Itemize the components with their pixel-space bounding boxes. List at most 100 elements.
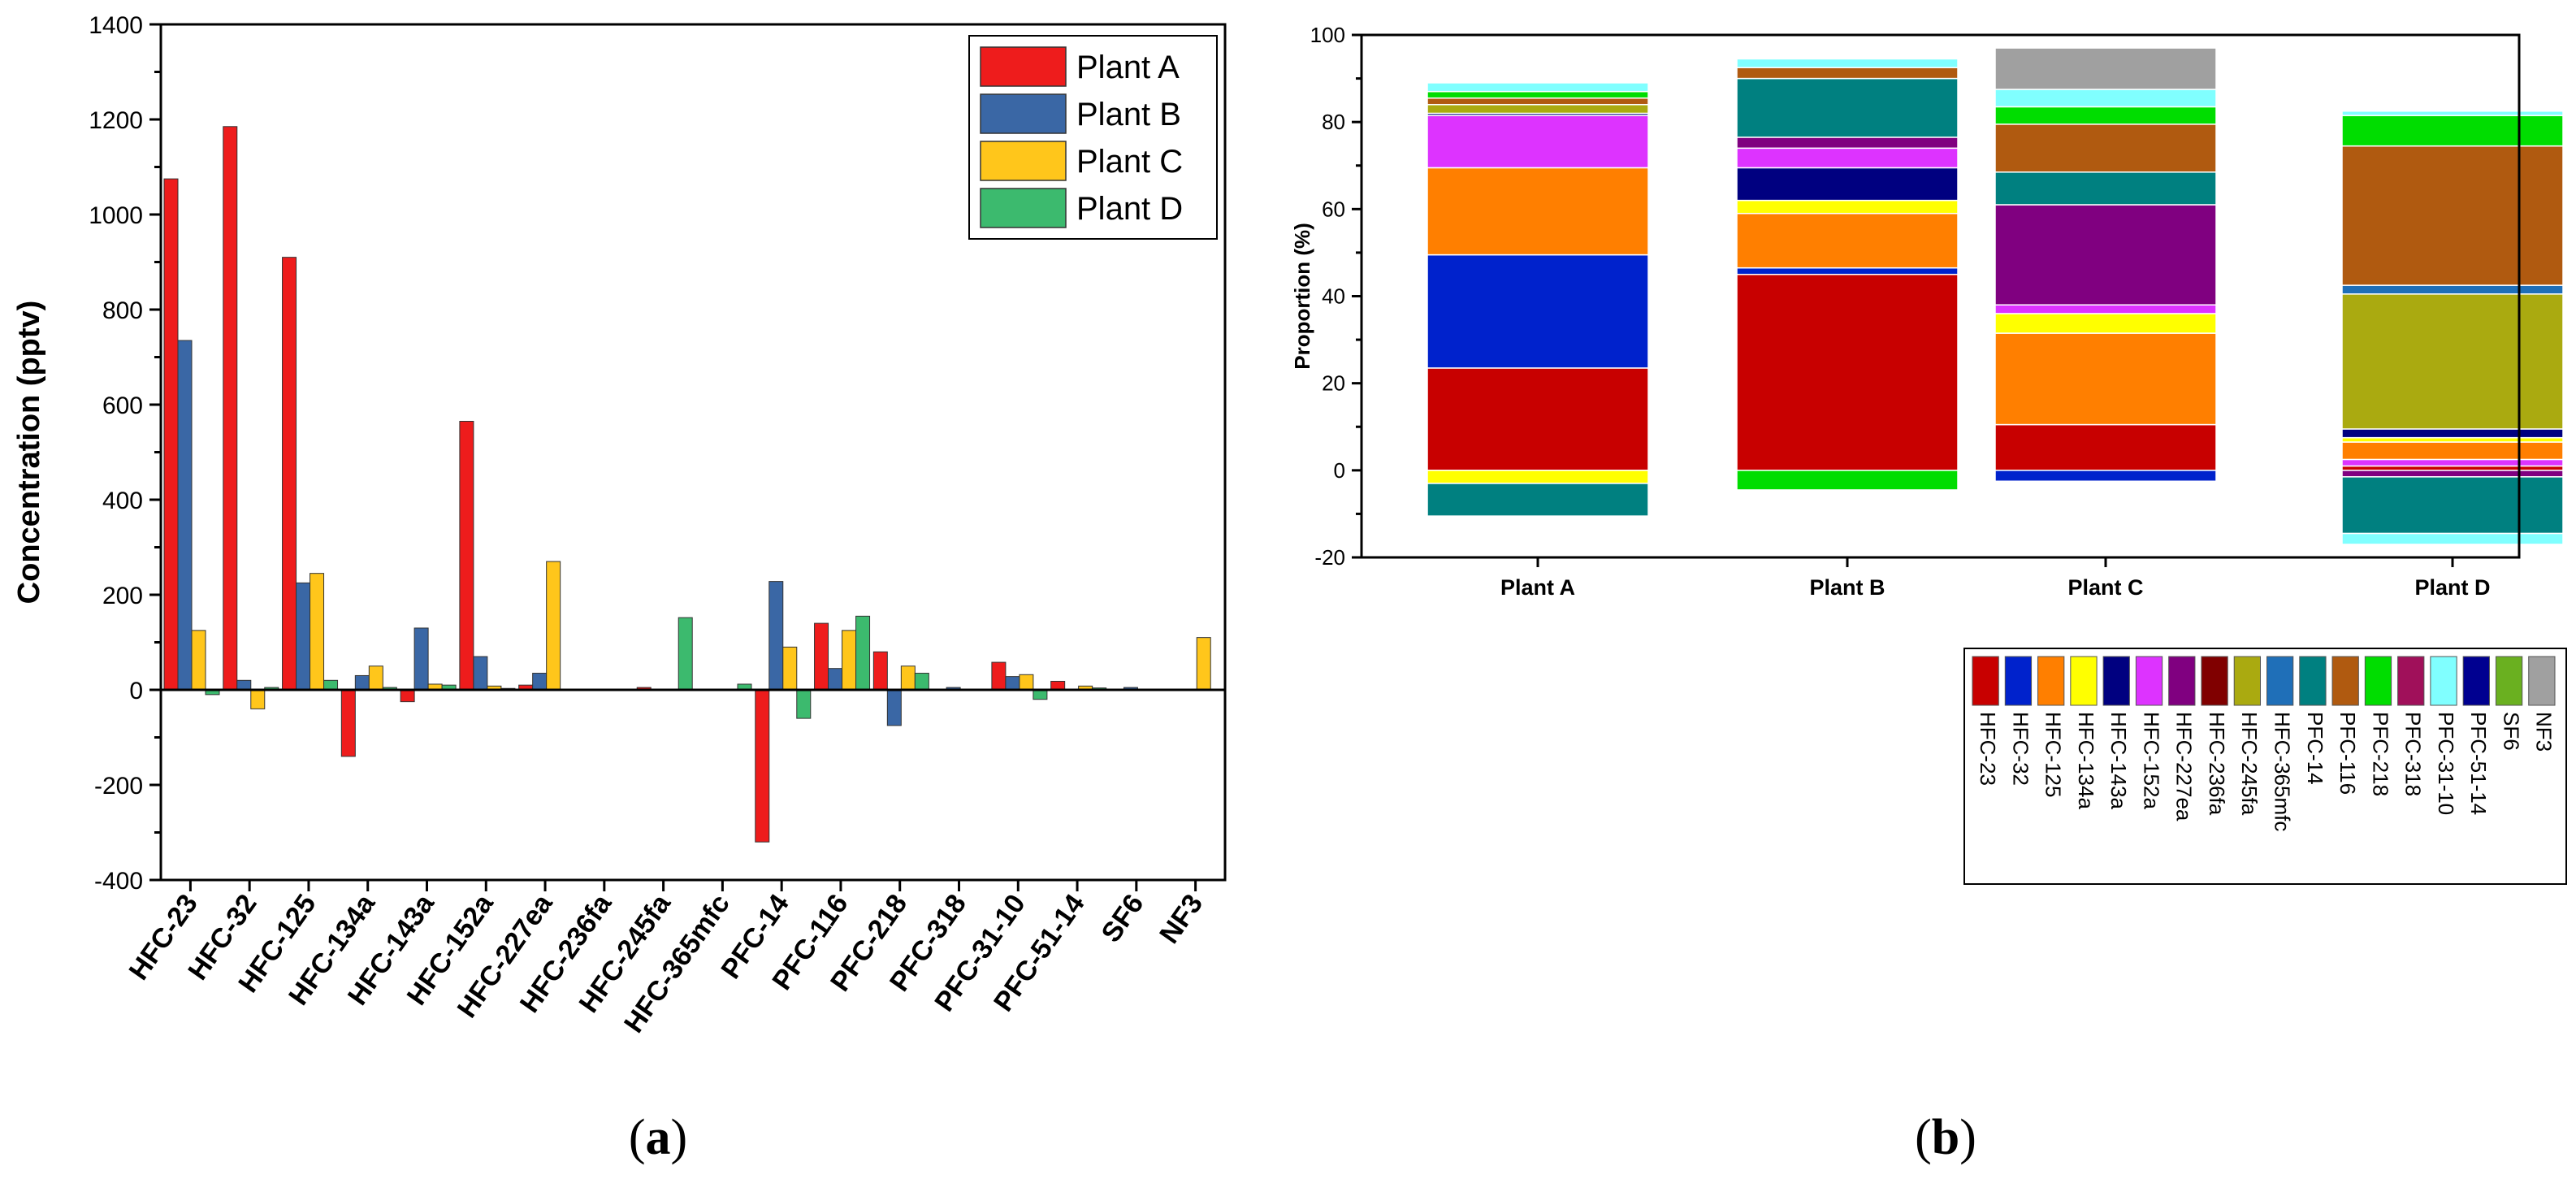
segment-plant-c-pfc-218 <box>1994 106 2217 125</box>
panel-a-y-axis-title: Concentration (pptv) <box>12 301 46 605</box>
y-tick-label: 0 <box>129 678 143 704</box>
y-tick-label: -20 <box>1314 545 1345 570</box>
bar-plant-d-pfc-116 <box>855 615 871 691</box>
bar-plant-a-hfc-23 <box>163 178 179 691</box>
legend-label-pfc-14: PFC-14 <box>2303 712 2327 785</box>
bar-plant-c-hfc-227ea <box>546 561 561 691</box>
segment-plant-b-hfc-143a <box>1736 167 1959 202</box>
segment-plant-a-pfc-218 <box>1427 90 1649 99</box>
segment-plant-a-hfc-134a <box>1427 470 1649 484</box>
legend-swatch-plant-b <box>980 93 1067 134</box>
panel-b-legend: HFC-23 HFC-32 HFC-125 HFC-134a HFC-143a HFC-1… <box>1963 648 2567 885</box>
bar-plant-a-hfc-143a <box>400 689 415 703</box>
legend-label-hfc-236fa: HFC-236fa <box>2205 712 2229 816</box>
legend-label-plant-d: Plant D <box>1076 191 1183 227</box>
bar-plant-a-pfc-14 <box>755 689 770 843</box>
panel-b-x-ticks: Plant A Plant B Plant C Plant D <box>1500 557 2491 600</box>
segment-plant-a-hfc-152a <box>1427 115 1649 169</box>
legend-label-plant-b: Plant B <box>1076 97 1181 132</box>
legend-swatch-hfc-245fa <box>2233 656 2261 706</box>
bar-plant-c-hfc-125 <box>310 573 325 691</box>
bar-plant-c-hfc-32 <box>250 689 266 709</box>
legend-label-sf6: SF6 <box>2499 712 2523 751</box>
bar-plant-b-hfc-227ea <box>532 673 548 691</box>
segment-plant-c-hfc-32 <box>1994 470 2217 482</box>
segment-plant-a-hfc-32 <box>1427 254 1649 369</box>
segment-plant-c-nf3 <box>1994 47 2217 90</box>
segment-plant-a-pfc-116 <box>1427 97 1649 106</box>
legend-label-pfc-116: PFC-116 <box>2336 712 2360 795</box>
legend-swatch-hfc-236fa <box>2201 656 2228 706</box>
bar-plant-d-hfc-245fa <box>678 617 693 691</box>
legend-label-hfc-245fa: HFC-245fa <box>2237 712 2262 816</box>
bar-plant-a-hfc-125 <box>282 257 297 691</box>
legend-swatch-pfc-51-14 <box>2462 656 2490 706</box>
bar-plant-c-hfc-23 <box>191 630 206 691</box>
panel-a-y-ticks: -400 -200 0 200 400 600 800 1000 1200 1400 <box>89 12 161 895</box>
legend-label-nf3: NF3 <box>2532 712 2557 752</box>
segment-plant-b-hfc-32 <box>1736 267 1959 275</box>
segment-plant-c-hfc-134a <box>1994 313 2217 334</box>
x-tick-label-plant-b: Plant B <box>1809 575 1885 600</box>
bar-plant-b-pfc-218 <box>886 689 902 726</box>
y-tick-label: 1200 <box>89 107 143 134</box>
x-tick-label-plant-a: Plant A <box>1500 575 1575 600</box>
bar-plant-c-pfc-218 <box>900 665 916 691</box>
y-tick-label: 400 <box>102 488 143 514</box>
segment-plant-d-hfc-227ea <box>2341 470 2564 478</box>
bar-plant-c-nf3 <box>1196 637 1211 691</box>
bar-plant-b-hfc-152a <box>473 656 488 691</box>
segment-plant-b-hfc-227ea <box>1736 137 1959 150</box>
bar-plant-a-hfc-152a <box>459 420 474 691</box>
segment-plant-d-pfc-116 <box>2341 145 2564 286</box>
bar-plant-a-hfc-134a <box>340 689 356 757</box>
x-tick-label-sf6: SF6 <box>1095 889 1149 948</box>
legend-label-pfc-51-14: PFC-51-14 <box>2466 712 2491 815</box>
legend-swatch-pfc-31-10 <box>2430 656 2457 706</box>
segment-plant-d-pfc-31-10 <box>2341 111 2564 116</box>
bar-plant-d-pfc-31-10 <box>1033 689 1048 700</box>
panel-b-label-close-paren: ) <box>1959 1110 1976 1165</box>
segment-plant-b-hfc-152a <box>1736 147 1959 169</box>
segment-plant-d-pfc-14 <box>2341 476 2564 535</box>
y-tick-label: -400 <box>94 868 143 895</box>
bar-plant-c-hfc-134a <box>368 665 383 691</box>
legend-swatch-sf6 <box>2495 656 2523 706</box>
segment-plant-c-hfc-152a <box>1994 304 2217 314</box>
legend-swatch-hfc-125 <box>2037 656 2065 706</box>
bar-plant-b-hfc-143a <box>413 627 429 691</box>
legend-label-hfc-227ea: HFC-227ea <box>2172 712 2197 821</box>
panel-b-stacked-bars <box>1427 47 2564 545</box>
bar-plant-b-pfc-31-10 <box>1005 676 1020 691</box>
segment-plant-a-hfc-245fa <box>1427 103 1649 115</box>
segment-plant-b-hfc-134a <box>1736 199 1959 215</box>
segment-plant-c-pfc-31-10 <box>1994 89 2217 108</box>
bar-plant-d-hfc-125 <box>323 679 339 691</box>
legend-label-pfc-218: PFC-218 <box>2368 712 2392 796</box>
panel-a-bar-chart: -400 -200 0 200 400 600 800 1000 1200 1400 HFC-23… <box>12 12 1227 1165</box>
y-tick-label: 1000 <box>89 202 143 229</box>
legend-swatch-hfc-143a <box>2102 656 2130 706</box>
legend-label-hfc-143a: HFC-143a <box>2106 712 2131 809</box>
y-tick-label: 600 <box>102 392 143 419</box>
legend-label-hfc-152a: HFC-152a <box>2139 712 2163 809</box>
segment-plant-a-hfc-125 <box>1427 167 1649 256</box>
legend-label-hfc-23: HFC-23 <box>1976 712 2000 786</box>
bar-plant-b-pfc-14 <box>768 581 784 691</box>
y-tick-label: 0 <box>1334 458 1345 483</box>
y-tick-label: 40 <box>1322 284 1345 309</box>
segment-plant-d-pfc-218 <box>2341 115 2564 147</box>
bar-plant-c-pfc-31-10 <box>1019 674 1034 691</box>
segment-plant-c-pfc-14 <box>1994 171 2217 206</box>
legend-swatch-nf3 <box>2528 656 2556 706</box>
bar-plant-b-hfc-134a <box>354 674 370 691</box>
panel-b-y-ticks: -20 0 20 40 60 80 100 <box>1310 23 1362 570</box>
legend-label-hfc-32: HFC-32 <box>2008 712 2033 786</box>
panel-a-legend: Plant A Plant B Plant C Plant D <box>968 35 1218 240</box>
bar-plant-a-pfc-218 <box>872 651 888 691</box>
legend-label-plant-c: Plant C <box>1076 144 1183 180</box>
x-tick-label-plant-c: Plant C <box>2067 575 2143 600</box>
legend-swatch-plant-a <box>980 46 1067 87</box>
panel-b-label-letter: b <box>1932 1110 1959 1165</box>
